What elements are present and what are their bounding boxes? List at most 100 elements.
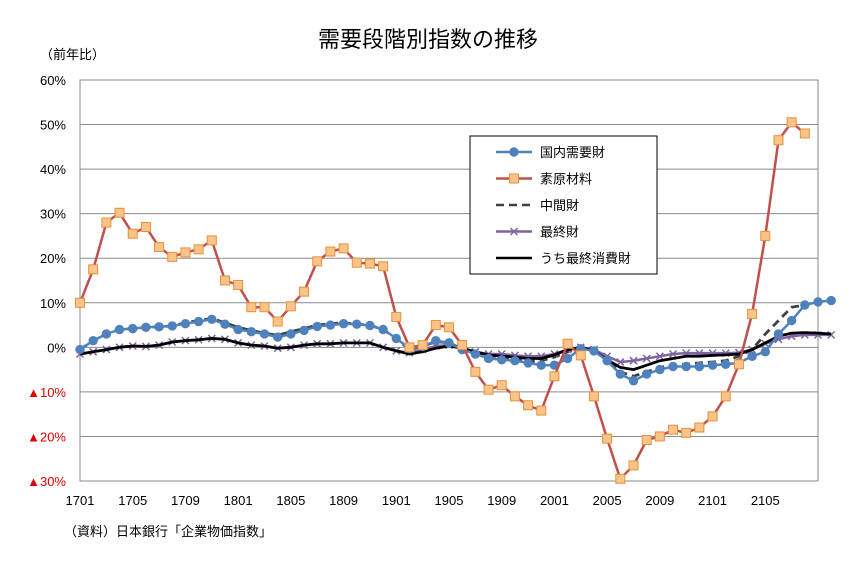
data-point <box>694 361 705 372</box>
legend-label: 素原材料 <box>540 173 592 188</box>
data-point <box>312 321 322 332</box>
data-point <box>246 327 257 337</box>
data-point <box>615 473 626 484</box>
data-point <box>470 366 481 377</box>
data-point <box>325 246 336 257</box>
data-point <box>616 358 625 367</box>
y-tick-label: 20% <box>40 251 66 266</box>
data-point <box>207 314 217 324</box>
data-point <box>536 360 546 370</box>
plot-area <box>79 79 819 482</box>
x-tick-label: 2105 <box>751 493 780 508</box>
data-point <box>641 435 652 446</box>
y-tick-label: ▲10% <box>27 385 66 400</box>
data-point <box>286 329 296 339</box>
data-point <box>562 338 573 349</box>
data-point <box>233 279 244 290</box>
data-point <box>629 356 638 365</box>
data-point <box>167 251 178 262</box>
data-point <box>760 347 770 357</box>
data-point <box>88 335 98 346</box>
data-point <box>733 359 744 370</box>
data-point <box>589 346 599 356</box>
legend-item: 国内需要財 <box>496 145 605 161</box>
series-group <box>75 117 836 484</box>
data-point <box>800 300 810 310</box>
data-point <box>351 257 362 268</box>
data-point <box>285 301 296 312</box>
data-point <box>444 322 454 333</box>
data-point <box>562 353 573 364</box>
data-point <box>431 335 441 346</box>
data-point <box>417 340 428 351</box>
data-point <box>180 247 191 258</box>
data-point <box>154 242 165 253</box>
data-point <box>654 431 665 442</box>
x-tick-label: 1909 <box>487 493 516 508</box>
data-point <box>496 380 507 391</box>
x-tick-label: 1805 <box>276 493 305 508</box>
data-point <box>114 207 125 218</box>
y-tick-label: ▲20% <box>27 429 66 444</box>
legend-item: 中間財 <box>496 199 579 214</box>
data-point <box>75 297 85 308</box>
y-tick-label: 0% <box>47 340 66 355</box>
x-tick-label: 2101 <box>698 493 727 508</box>
data-point <box>140 222 151 233</box>
series-1 <box>75 117 810 484</box>
series-line <box>79 299 832 383</box>
y-unit-label: （前年比） <box>40 48 106 63</box>
data-point <box>773 135 784 146</box>
data-point <box>628 376 639 386</box>
data-point <box>365 320 375 331</box>
data-point <box>246 302 257 313</box>
data-point <box>167 321 177 331</box>
data-point <box>707 360 718 370</box>
data-point <box>101 217 112 228</box>
data-point <box>786 315 797 326</box>
data-point <box>523 400 534 411</box>
data-point <box>391 312 402 323</box>
data-point <box>483 384 494 395</box>
data-point <box>497 355 507 365</box>
data-point <box>721 359 731 369</box>
data-point <box>747 308 758 319</box>
data-point <box>681 427 692 438</box>
x-tick-label: 1701 <box>66 493 95 508</box>
data-point <box>378 261 389 272</box>
data-point <box>259 329 270 339</box>
data-point <box>338 319 349 329</box>
data-point <box>575 350 586 361</box>
data-point <box>312 256 323 267</box>
legend-label: うち最終消費財 <box>540 251 631 267</box>
data-point <box>615 369 626 379</box>
data-point <box>773 329 784 339</box>
data-point <box>786 117 797 128</box>
x-tick-label: 1709 <box>171 493 200 508</box>
data-point <box>799 128 810 139</box>
legend-label: 国内需要財 <box>540 145 605 161</box>
data-point <box>813 297 823 307</box>
data-point <box>391 333 401 344</box>
data-point <box>259 302 270 313</box>
data-point <box>483 353 494 364</box>
data-point <box>193 316 204 327</box>
data-point <box>114 324 125 335</box>
y-tick-label: 50% <box>40 118 66 133</box>
data-point <box>141 322 151 332</box>
data-point <box>509 173 519 184</box>
data-point <box>747 351 757 361</box>
y-tick-label: 60% <box>40 73 66 88</box>
data-point <box>272 316 283 327</box>
y-tick-label: 40% <box>40 162 66 177</box>
data-point <box>127 228 138 239</box>
data-point <box>655 352 664 361</box>
data-point <box>470 349 481 359</box>
data-point <box>655 364 665 375</box>
data-point <box>299 286 310 297</box>
data-point <box>681 361 691 372</box>
x-axis-ticks: 1701 1705 1709 1801 1805 1809 1901 1905 1909 2001… <box>66 493 780 508</box>
data-point <box>668 424 679 435</box>
source-note: （資料）日本銀行「企業物価指数」 <box>64 525 273 540</box>
